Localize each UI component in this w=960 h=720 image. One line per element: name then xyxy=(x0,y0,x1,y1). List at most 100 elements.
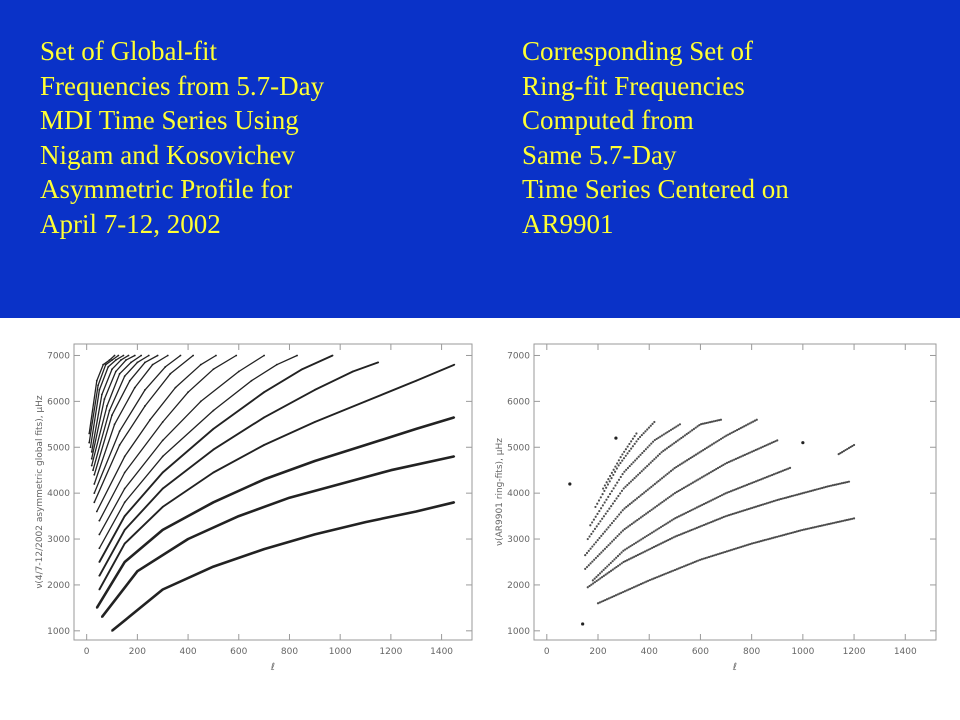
data-point xyxy=(592,582,595,585)
data-point xyxy=(597,499,601,502)
data-point xyxy=(704,523,707,526)
data-point xyxy=(667,445,670,449)
data-point xyxy=(593,577,596,580)
data-point xyxy=(118,372,121,375)
ridge-series-1 xyxy=(596,517,856,605)
data-point xyxy=(93,483,96,485)
data-point xyxy=(799,492,802,495)
data-point xyxy=(685,459,689,462)
data-point xyxy=(601,493,604,496)
data-point xyxy=(802,528,806,531)
data-point xyxy=(833,483,836,486)
data-point xyxy=(127,354,130,357)
data-point xyxy=(806,490,809,493)
data-point xyxy=(631,556,634,559)
data-point xyxy=(758,478,761,482)
data-point xyxy=(610,477,613,480)
data-point xyxy=(638,539,641,542)
data-point xyxy=(603,484,606,487)
data-point xyxy=(199,400,202,403)
data-point xyxy=(690,528,693,532)
ridge-series-3 xyxy=(591,466,792,582)
data-point xyxy=(749,482,752,485)
data-point xyxy=(586,586,589,589)
data-point xyxy=(95,379,98,382)
data-point xyxy=(701,422,705,425)
data-point xyxy=(660,434,664,437)
data-point xyxy=(187,391,189,394)
data-point xyxy=(623,507,626,510)
data-point xyxy=(679,533,682,536)
data-point xyxy=(654,545,657,548)
data-point xyxy=(717,518,720,521)
data-point xyxy=(602,515,606,518)
data-point xyxy=(700,558,703,561)
data-point xyxy=(627,546,630,549)
data-point xyxy=(720,464,723,467)
data-point xyxy=(125,359,127,361)
data-point xyxy=(633,435,636,438)
plot-frame xyxy=(533,343,937,641)
data-point xyxy=(784,533,788,536)
data-point xyxy=(731,489,734,492)
data-point xyxy=(88,432,91,435)
data-point xyxy=(719,517,722,520)
ridge-series-9 xyxy=(602,432,638,490)
data-point xyxy=(615,565,618,569)
data-point xyxy=(779,534,782,537)
data-point xyxy=(837,482,840,486)
data-point xyxy=(622,560,625,564)
data-point xyxy=(605,481,608,484)
data-point xyxy=(738,510,741,513)
data-point xyxy=(684,511,688,514)
data-point xyxy=(743,544,746,547)
data-point xyxy=(849,518,852,521)
data-point xyxy=(593,543,596,546)
data-point xyxy=(628,482,631,485)
data-point xyxy=(750,421,753,424)
data-point xyxy=(788,532,791,535)
data-point xyxy=(313,421,316,423)
data-point xyxy=(92,469,94,472)
data-point xyxy=(620,489,624,492)
data-point xyxy=(599,577,602,580)
data-point xyxy=(621,473,624,476)
caption-line: Time Series Centered on xyxy=(522,174,789,204)
data-point xyxy=(97,384,99,387)
ridge-series-2 xyxy=(586,480,851,589)
data-point xyxy=(672,569,675,572)
data-point xyxy=(790,495,793,498)
data-point xyxy=(641,492,644,496)
data-point xyxy=(613,558,616,561)
data-point xyxy=(647,463,651,466)
data-point xyxy=(659,435,662,438)
data-point xyxy=(626,445,629,448)
data-point xyxy=(589,562,592,565)
data-point xyxy=(705,421,708,425)
data-point xyxy=(606,483,610,486)
data-point xyxy=(95,606,98,609)
data-point xyxy=(644,448,647,451)
data-point xyxy=(725,434,728,437)
data-point xyxy=(364,444,367,446)
data-point xyxy=(665,522,668,525)
caption-line: Ring-fit Frequencies xyxy=(522,70,745,101)
data-point xyxy=(641,451,644,455)
data-point xyxy=(772,440,775,444)
data-point xyxy=(747,507,750,511)
data-point xyxy=(657,575,660,578)
data-point xyxy=(724,462,727,465)
data-point xyxy=(666,472,669,475)
data-point xyxy=(629,545,632,548)
data-point xyxy=(691,481,694,484)
data-point xyxy=(584,554,587,557)
data-point xyxy=(619,492,622,495)
data-point xyxy=(716,440,719,443)
data-point xyxy=(597,574,600,577)
data-point xyxy=(838,520,841,523)
data-point xyxy=(733,512,736,515)
data-point xyxy=(745,544,748,547)
data-point xyxy=(758,504,761,507)
data-point xyxy=(161,528,164,531)
y-tick-label: 6000 xyxy=(47,397,70,407)
